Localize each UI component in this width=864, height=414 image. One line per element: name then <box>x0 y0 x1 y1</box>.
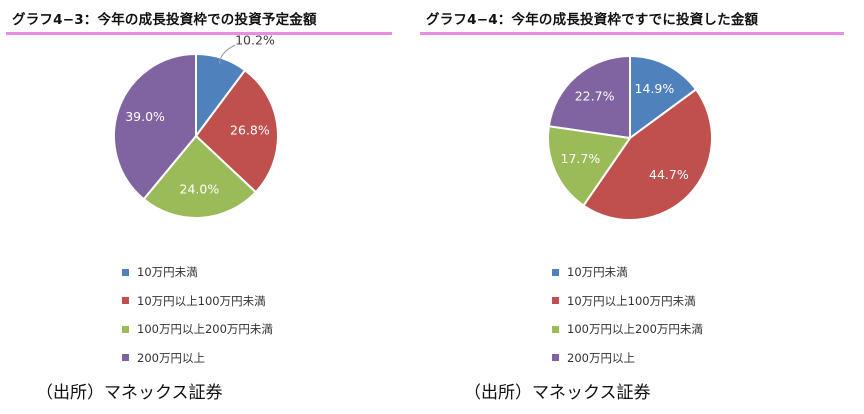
chart-title: グラフ4−3：今年の成長投資枠での投資予定金額 <box>12 12 317 28</box>
legend-item: 100万円以上200万円未満 <box>552 315 703 344</box>
legend-label: 100万円以上200万円未満 <box>137 322 273 337</box>
legend-swatch <box>552 297 559 305</box>
pie-slice <box>582 87 713 221</box>
pie-slice <box>547 54 631 140</box>
chart-title: グラフ4−4：今年の成長投資枠ですでに投資した金額 <box>426 12 759 28</box>
pie-chart: 14.9% 44.7% 17.7% 22.7% <box>547 54 713 221</box>
legend-item: 10万円以上100万円未満 <box>552 287 703 316</box>
slice-label: 22.7% <box>575 89 615 104</box>
legend-label: 10万円以上100万円未満 <box>567 293 696 308</box>
slice-label: 14.9% <box>635 81 675 96</box>
label-leader-line <box>219 44 236 65</box>
slice-label: 17.7% <box>561 151 601 166</box>
legend-swatch <box>552 354 559 362</box>
legend-item: 10万円以上100万円未満 <box>122 287 273 316</box>
legend-swatch <box>122 354 129 362</box>
chart-panel-invested-amount: グラフ4−4：今年の成長投資枠ですでに投資した金額 14.9% 44.7% 17.7… <box>420 0 844 414</box>
legend-item: 10万円未満 <box>122 258 273 287</box>
legend-label: 10万円以上100万円未満 <box>137 293 266 308</box>
title-underline <box>6 32 392 35</box>
slice-label: 44.7% <box>649 167 689 182</box>
legend-swatch <box>552 325 559 333</box>
slice-label: 26.8% <box>230 123 270 138</box>
legend-label: 200万円以上 <box>567 350 635 365</box>
legend-label: 10万円未満 <box>137 265 198 280</box>
pie-slice <box>113 52 197 201</box>
legend-item: 10万円未満 <box>552 258 703 287</box>
slice-label: 39.0% <box>125 109 165 124</box>
pie-slice <box>142 134 258 219</box>
legend-item: 200万円以上 <box>552 344 703 373</box>
source-note: （出所）マネックス証券 <box>36 383 223 403</box>
legend-swatch <box>552 268 559 276</box>
title-underline <box>420 32 844 35</box>
chart-legend: 10万円未満 10万円以上100万円未満 100万円以上200万円未満 200万… <box>552 258 703 372</box>
legend-swatch <box>122 325 129 333</box>
legend-item: 200万円以上 <box>122 344 273 373</box>
slice-label: 10.2% <box>235 33 275 48</box>
slice-label: 24.0% <box>180 182 220 197</box>
legend-label: 10万円未満 <box>567 265 628 280</box>
chart-panel-investment-plan: グラフ4−3：今年の成長投資枠での投資予定金額 10.2% 26.8% 24.0% 3… <box>6 0 426 414</box>
legend-label: 200万円以上 <box>137 350 205 365</box>
legend-swatch <box>122 268 129 276</box>
legend-swatch <box>122 297 129 305</box>
chart-legend: 10万円未満 10万円以上100万円未満 100万円以上200万円未満 200万… <box>122 258 273 372</box>
pie-slice <box>629 54 698 140</box>
legend-item: 100万円以上200万円未満 <box>122 315 273 344</box>
pie-slice <box>194 68 279 194</box>
legend-label: 100万円以上200万円未満 <box>567 322 703 337</box>
pie-slice <box>547 125 632 207</box>
source-note: （出所）マネックス証券 <box>464 383 651 403</box>
pie-chart: 10.2% 26.8% 24.0% 39.0% <box>113 33 279 219</box>
